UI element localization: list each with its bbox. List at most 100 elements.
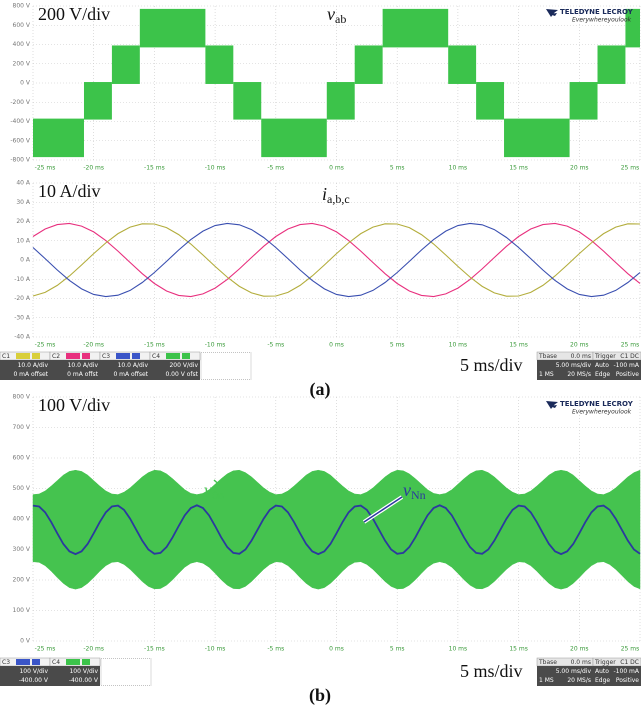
pwm-block (448, 45, 476, 84)
x-tick-label: 20 ms (570, 646, 589, 653)
x-tick-label: 5 ms (390, 342, 405, 349)
logo-brand: TELEDYNE LECROY (560, 400, 634, 408)
panel-caption: (b) (309, 685, 331, 706)
channel-setting: 0.00 V ofst (165, 371, 198, 378)
pwm-block (598, 45, 626, 84)
scale-label: 100 V/div (38, 395, 110, 415)
y-tick-label: 300 V (13, 546, 31, 553)
channel-setting: -400.00 V (69, 677, 99, 684)
y-tick-label: 500 V (13, 485, 31, 492)
y-tick-label: 800 V (13, 394, 31, 401)
info-value: -100 mA (614, 668, 640, 675)
pwm-block (140, 9, 206, 48)
info-header-text: C1 DC (620, 659, 639, 666)
pwm-block (33, 119, 84, 158)
x-tick-label: -25 ms (35, 165, 56, 172)
channel-badge (166, 353, 180, 359)
x-tick-label: 0 ms (329, 646, 344, 653)
y-tick-label: -800 V (10, 157, 31, 164)
y-tick-label: 20 A (16, 218, 31, 225)
info-header-text: 0.0 ms (571, 353, 591, 360)
trace-subscript: ab (335, 12, 346, 26)
panel-caption: (a) (310, 379, 331, 400)
x-tick-label: -10 ms (205, 342, 226, 349)
info-value: Positive (616, 371, 639, 378)
channel-badge (32, 659, 40, 665)
x-tick-label: -10 ms (205, 646, 226, 653)
y-tick-label: 700 V (13, 424, 31, 431)
logo-tagline: Everywhereyoulook (572, 17, 632, 24)
scale-label: 10 A/div (38, 181, 101, 201)
scale-label: 200 V/div (38, 4, 110, 24)
trace-symbol: v (403, 480, 411, 500)
y-tick-label: -400 V (10, 118, 31, 125)
x-tick-label: -20 ms (83, 342, 104, 349)
pwm-block (504, 119, 570, 158)
timebase-label: 5 ms/div (460, 355, 523, 375)
x-tick-label: 10 ms (449, 342, 468, 349)
channel-setting: 100 V/div (69, 668, 98, 675)
channel-badge (82, 353, 90, 359)
y-tick-label: 200 V (13, 60, 31, 67)
channel-badge (116, 353, 130, 359)
channel-name: C2 (52, 353, 60, 360)
info-header-text: Tbase (538, 659, 557, 666)
info-header-text: Tbase (538, 353, 557, 360)
info-value: 20 MS/s (567, 371, 591, 378)
pwm-block (355, 45, 383, 84)
channel-setting: 0 mA offset (113, 371, 148, 378)
info-key: 1 MS (539, 677, 554, 684)
timebase-label: 5 ms/div (460, 661, 523, 681)
x-tick-label: 25 ms (621, 342, 640, 349)
y-tick-label: -40 A (14, 334, 31, 341)
channel-setting: 10.0 A/div (68, 362, 99, 369)
channel-badge (66, 353, 80, 359)
info-key: Edge (595, 371, 610, 378)
x-tick-label: 25 ms (621, 165, 640, 172)
logo-brand: TELEDYNE LECROY (560, 8, 634, 16)
x-tick-label: 15 ms (509, 165, 528, 172)
channel-name: C3 (102, 353, 110, 360)
x-tick-label: 0 ms (329, 342, 344, 349)
x-tick-label: 15 ms (509, 646, 528, 653)
x-tick-label: 25 ms (621, 646, 640, 653)
y-tick-label: 0 V (20, 80, 31, 87)
channel-name: C4 (52, 659, 60, 666)
x-tick-label: 15 ms (509, 342, 528, 349)
channel-setting: 0 mA offset (13, 371, 48, 378)
pwm-block (261, 119, 327, 158)
figure: 800 V600 V400 V200 V0 V-200 V-400 V-600 … (0, 0, 641, 710)
info-value: 20 MS/s (567, 677, 591, 684)
info-header-text: Trigger (594, 353, 616, 360)
x-tick-label: -5 ms (267, 342, 284, 349)
pwm-block (205, 45, 233, 84)
y-tick-label: 800 V (13, 3, 31, 10)
x-tick-label: -25 ms (35, 342, 56, 349)
y-tick-label: 600 V (13, 455, 31, 462)
y-tick-label: 30 A (16, 199, 31, 206)
info-value: Positive (616, 677, 639, 684)
info-key: Auto (595, 362, 609, 369)
channel-name: C3 (2, 659, 10, 666)
info-key: 1 MS (539, 371, 554, 378)
pwm-block (112, 45, 140, 84)
pwm-block (327, 82, 355, 120)
channel-badge (132, 353, 140, 359)
info-key: Edge (595, 677, 610, 684)
trace-symbol: v (327, 4, 335, 24)
x-tick-label: 5 ms (390, 646, 405, 653)
x-tick-label: 20 ms (570, 165, 589, 172)
pwm-block (476, 82, 504, 120)
info-header-text: Trigger (594, 659, 616, 666)
channel-badge (32, 353, 40, 359)
pwm-block (233, 82, 261, 120)
channel-setting: 0 mA offst (67, 371, 99, 378)
channel-badge (16, 659, 30, 665)
y-tick-label: -200 V (10, 99, 31, 106)
channel-setting: 200 V/div (169, 362, 198, 369)
trace-subscript: a,b,c (327, 192, 350, 206)
info-header-text: 0.0 ms (571, 659, 591, 666)
x-tick-label: -5 ms (267, 646, 284, 653)
info-key: Auto (595, 668, 609, 675)
y-tick-label: -10 A (14, 276, 31, 283)
